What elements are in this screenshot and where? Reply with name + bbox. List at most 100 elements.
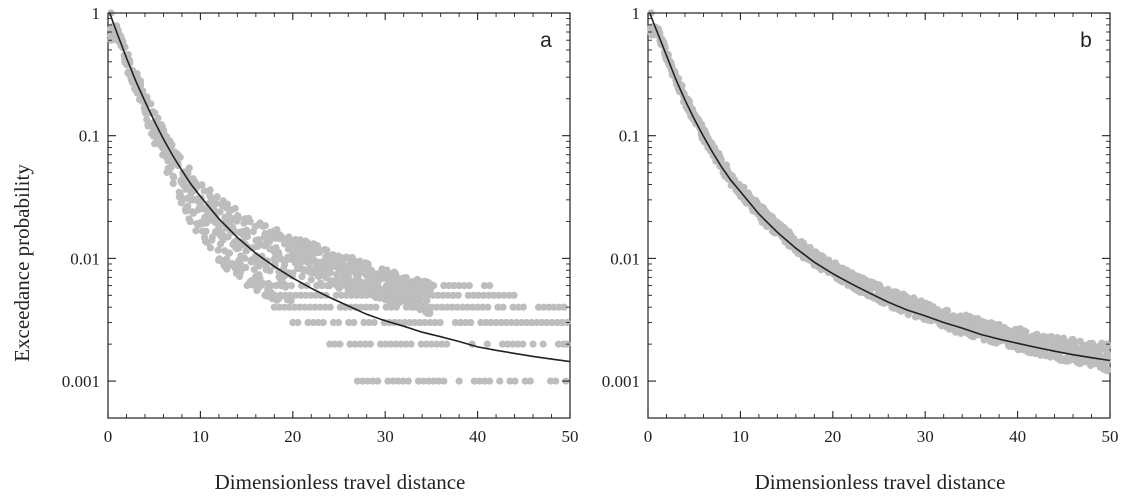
scatter-point bbox=[154, 114, 162, 122]
scatter-point bbox=[492, 318, 500, 327]
scatter-point bbox=[555, 303, 563, 311]
scatter-point bbox=[502, 318, 510, 327]
scatter-point bbox=[384, 377, 392, 385]
scatter-point bbox=[413, 291, 422, 299]
scatter-point bbox=[454, 291, 462, 299]
scatter-point bbox=[507, 318, 515, 327]
scatter-point bbox=[376, 340, 385, 348]
scatter-point bbox=[511, 377, 519, 385]
scatter-point bbox=[424, 291, 432, 299]
y-tick-label: 0.001 bbox=[62, 372, 100, 391]
scatter-point bbox=[496, 377, 504, 385]
scatter-point bbox=[505, 291, 513, 299]
scatter-point bbox=[428, 303, 436, 311]
scatter-point bbox=[364, 281, 372, 290]
scatter-point bbox=[374, 377, 382, 385]
scatter-point bbox=[318, 281, 326, 290]
scatter-point bbox=[411, 318, 419, 327]
scatter-point bbox=[389, 377, 397, 385]
scatter-point bbox=[534, 303, 543, 311]
scatter-point bbox=[397, 340, 405, 348]
scatter-point bbox=[287, 297, 295, 305]
scatter-point bbox=[323, 281, 331, 290]
scatter-points bbox=[647, 9, 1111, 375]
scatter-point bbox=[170, 173, 178, 182]
panel-a: 0 10 20 30 40 50 1 0.1 0.01 0.001 a bbox=[62, 4, 579, 446]
scatter-point bbox=[436, 318, 444, 327]
scatter-point bbox=[224, 233, 232, 241]
scatter-point bbox=[402, 274, 410, 282]
scatter-point bbox=[1050, 343, 1059, 351]
scatter-point bbox=[202, 227, 210, 235]
scatter-point bbox=[389, 281, 397, 290]
scatter-point bbox=[439, 291, 447, 299]
scatter-point bbox=[545, 303, 553, 311]
scatter-point bbox=[539, 340, 547, 348]
scatter-point bbox=[464, 291, 472, 299]
scatter-point bbox=[498, 340, 507, 348]
scatter-point bbox=[419, 281, 428, 290]
scatter-point bbox=[404, 281, 412, 290]
scatter-point bbox=[345, 318, 353, 327]
scatter-point bbox=[499, 303, 507, 311]
scatter-point bbox=[358, 281, 367, 290]
scatter-point bbox=[1069, 347, 1077, 355]
scatter-point bbox=[445, 281, 453, 290]
scatter-point bbox=[409, 281, 417, 290]
scatter-point bbox=[267, 281, 275, 290]
scatter-points bbox=[107, 9, 571, 385]
y-tick-label: 1 bbox=[632, 4, 641, 23]
scatter-point bbox=[192, 227, 200, 235]
scatter-point bbox=[434, 291, 442, 299]
scatter-point bbox=[313, 281, 321, 290]
scatter-point bbox=[187, 189, 195, 197]
scatter-point bbox=[329, 318, 338, 327]
scatter-point bbox=[289, 269, 297, 277]
scatter-point bbox=[548, 318, 556, 327]
scatter-point bbox=[383, 291, 391, 299]
scatter-point bbox=[435, 377, 443, 385]
x-axis-label-a: Dimensionless travel distance bbox=[215, 470, 466, 494]
scatter-point bbox=[940, 315, 948, 323]
scatter-point bbox=[387, 340, 395, 348]
scatter-point bbox=[486, 377, 494, 385]
scatter-point bbox=[497, 318, 505, 327]
scatter-point bbox=[995, 330, 1003, 339]
scatter-point bbox=[403, 291, 411, 299]
scatter-point bbox=[402, 340, 410, 348]
scatter-point bbox=[486, 281, 494, 290]
scatter-point bbox=[183, 206, 191, 214]
scatter-point bbox=[437, 340, 446, 348]
scatter-point bbox=[206, 186, 214, 194]
scatter-point bbox=[352, 291, 361, 299]
scatter-point bbox=[342, 291, 350, 299]
scatter-point bbox=[517, 318, 526, 327]
scatter-point bbox=[285, 233, 293, 241]
scatter-point bbox=[356, 340, 364, 348]
scatter-point bbox=[393, 291, 401, 299]
scatter-point bbox=[419, 377, 428, 385]
scatter-point bbox=[522, 318, 531, 327]
scatter-point bbox=[430, 377, 438, 385]
scatter-point bbox=[482, 318, 490, 327]
scatter-point bbox=[206, 212, 214, 220]
scatter-point bbox=[458, 303, 466, 311]
scatter-point bbox=[514, 303, 522, 311]
plot-frame bbox=[107, 12, 571, 419]
scatter-point bbox=[169, 159, 177, 167]
scatter-point bbox=[408, 291, 417, 299]
scatter-point bbox=[401, 318, 409, 327]
scatter-point bbox=[332, 291, 340, 299]
scatter-point bbox=[398, 291, 406, 299]
scatter-point bbox=[560, 303, 568, 311]
scatter-point bbox=[399, 377, 407, 385]
scatter-point bbox=[378, 291, 386, 299]
scatter-point bbox=[413, 303, 421, 311]
scatter-point bbox=[196, 201, 204, 210]
scatter-point bbox=[461, 318, 470, 327]
scatter-point bbox=[455, 281, 463, 290]
y-tick-label: 0.1 bbox=[619, 127, 640, 146]
scatter-point bbox=[421, 318, 429, 327]
y-tick-label: 0.001 bbox=[602, 372, 640, 391]
scatter-point bbox=[423, 297, 431, 305]
